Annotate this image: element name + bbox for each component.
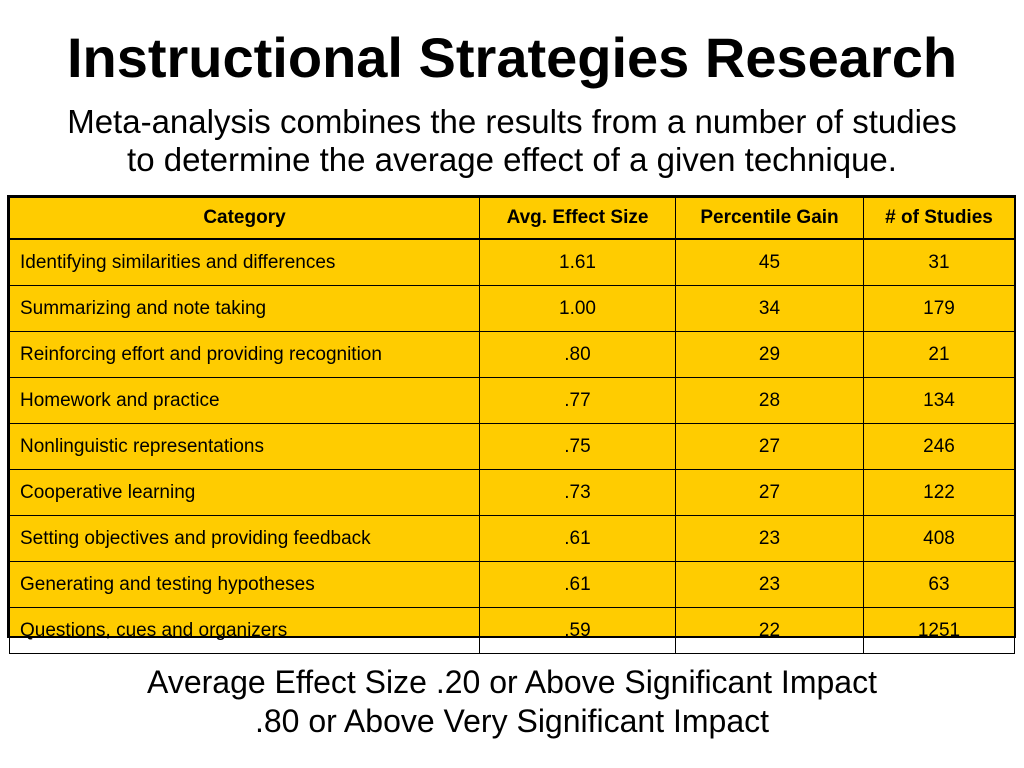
table-row: Cooperative learning .73 27 122 [9,469,1015,516]
effect-size-cell: 1.61 [479,238,676,286]
percentile-gain-cell: 34 [675,285,864,332]
strategies-table: Category Avg. Effect Size Percentile Gai… [9,197,1015,654]
percentile-gain-cell: 45 [675,238,864,286]
studies-cell: 31 [863,238,1015,286]
footer-line: Average Effect Size .20 or Above Signifi… [147,664,877,700]
category-cell: Setting objectives and providing feedbac… [9,515,480,562]
subtitle-line: to determine the average effect of a giv… [127,141,897,178]
column-header-category: Category [9,197,480,240]
column-header-effect-size: Avg. Effect Size [479,197,676,240]
table-row: Summarizing and note taking 1.00 34 179 [9,285,1015,332]
percentile-gain-cell: 23 [675,515,864,562]
effect-size-cell: .80 [479,331,676,378]
footer-line: .80 or Above Very Significant Impact [254,703,770,739]
effect-size-cell: 1.00 [479,285,676,332]
studies-cell: 122 [863,469,1015,516]
slide-subtitle: Meta-analysis combines the results from … [0,103,1024,179]
category-cell: Generating and testing hypotheses [9,561,480,608]
column-header-studies: # of Studies [863,197,1015,240]
studies-cell: 134 [863,377,1015,424]
effect-size-note: Average Effect Size .20 or Above Signifi… [0,663,1024,741]
percentile-gain-cell: 22 [675,607,864,654]
effect-size-cell: .59 [479,607,676,654]
table-row: Reinforcing effort and providing recogni… [9,331,1015,378]
column-header-percentile-gain: Percentile Gain [675,197,864,240]
percentile-gain-cell: 27 [675,423,864,470]
category-cell: Summarizing and note taking [9,285,480,332]
subtitle-line: Meta-analysis combines the results from … [67,103,957,140]
studies-cell: 63 [863,561,1015,608]
percentile-gain-cell: 27 [675,469,864,516]
table-row: Identifying similarities and differences… [9,238,1015,286]
effect-size-cell: .77 [479,377,676,424]
table-row: Nonlinguistic representations .75 27 246 [9,423,1015,470]
studies-cell: 408 [863,515,1015,562]
category-cell: Cooperative learning [9,469,480,516]
table-row: Homework and practice .77 28 134 [9,377,1015,424]
percentile-gain-cell: 23 [675,561,864,608]
category-cell: Identifying similarities and differences [9,238,480,286]
percentile-gain-cell: 29 [675,331,864,378]
category-cell: Questions, cues and organizers [9,607,480,654]
category-cell: Nonlinguistic representations [9,423,480,470]
studies-cell: 246 [863,423,1015,470]
table-row: Setting objectives and providing feedbac… [9,515,1015,562]
table-row: Questions, cues and organizers .59 22 12… [9,607,1015,654]
effect-size-cell: .61 [479,561,676,608]
studies-cell: 179 [863,285,1015,332]
strategies-table-container: Category Avg. Effect Size Percentile Gai… [7,195,1016,654]
studies-cell: 21 [863,331,1015,378]
percentile-gain-cell: 28 [675,377,864,424]
category-cell: Homework and practice [9,377,480,424]
effect-size-cell: .61 [479,515,676,562]
category-cell: Reinforcing effort and providing recogni… [9,331,480,378]
effect-size-cell: .75 [479,423,676,470]
table-header-row: Category Avg. Effect Size Percentile Gai… [9,197,1015,240]
slide-title: Instructional Strategies Research [66,26,958,89]
table-row: Generating and testing hypotheses .61 23… [9,561,1015,608]
studies-cell: 1251 [863,607,1015,654]
effect-size-cell: .73 [479,469,676,516]
